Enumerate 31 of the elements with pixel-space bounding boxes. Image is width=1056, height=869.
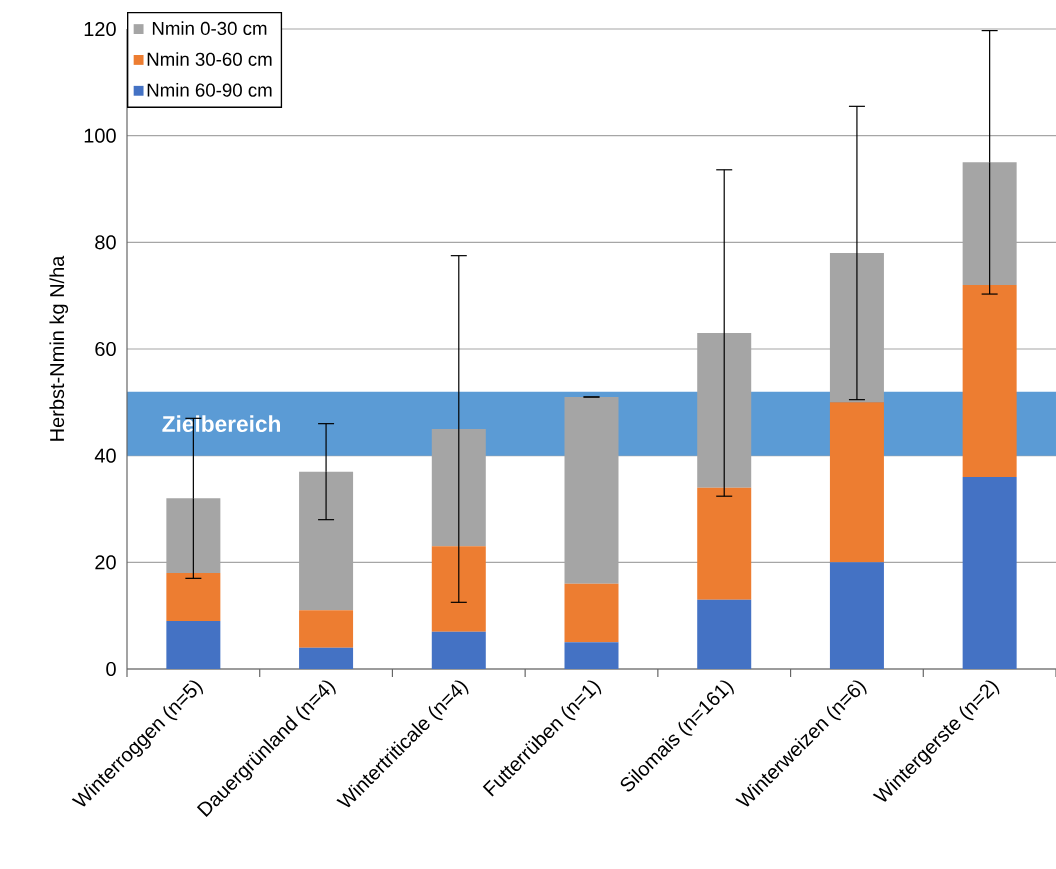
legend-label: Nmin 0-30 cm <box>152 21 267 36</box>
bar <box>431 429 486 547</box>
bar <box>697 487 752 600</box>
bar <box>166 621 221 669</box>
bar <box>299 610 354 648</box>
bar <box>564 583 619 643</box>
bar <box>166 573 221 621</box>
y-tick-label: 80 <box>95 235 116 250</box>
bar <box>697 599 752 669</box>
bar <box>829 562 884 669</box>
y-tick-label: 100 <box>84 128 116 143</box>
y-tick-label: 120 <box>84 21 116 37</box>
bar <box>829 402 884 563</box>
bar <box>962 285 1017 477</box>
legend-label: Nmin 30-60 cm <box>147 52 272 66</box>
bar <box>564 642 619 669</box>
bar <box>962 162 1017 285</box>
bar <box>697 333 752 488</box>
y-tick-label: 20 <box>95 555 116 570</box>
bar <box>564 397 619 584</box>
bar <box>166 498 221 573</box>
legend-label: Nmin 60-90 cm <box>147 83 272 97</box>
bar <box>431 546 486 632</box>
bar <box>962 477 1017 669</box>
bar <box>431 631 486 669</box>
y-tick-label: 60 <box>95 341 116 357</box>
y-tick-label: 40 <box>94 448 116 463</box>
bar <box>299 647 354 669</box>
bar <box>299 471 354 611</box>
y-tick-label: 0 <box>106 661 116 677</box>
y-axis-title: Herbst-Nmin kg N/ha <box>49 255 69 441</box>
